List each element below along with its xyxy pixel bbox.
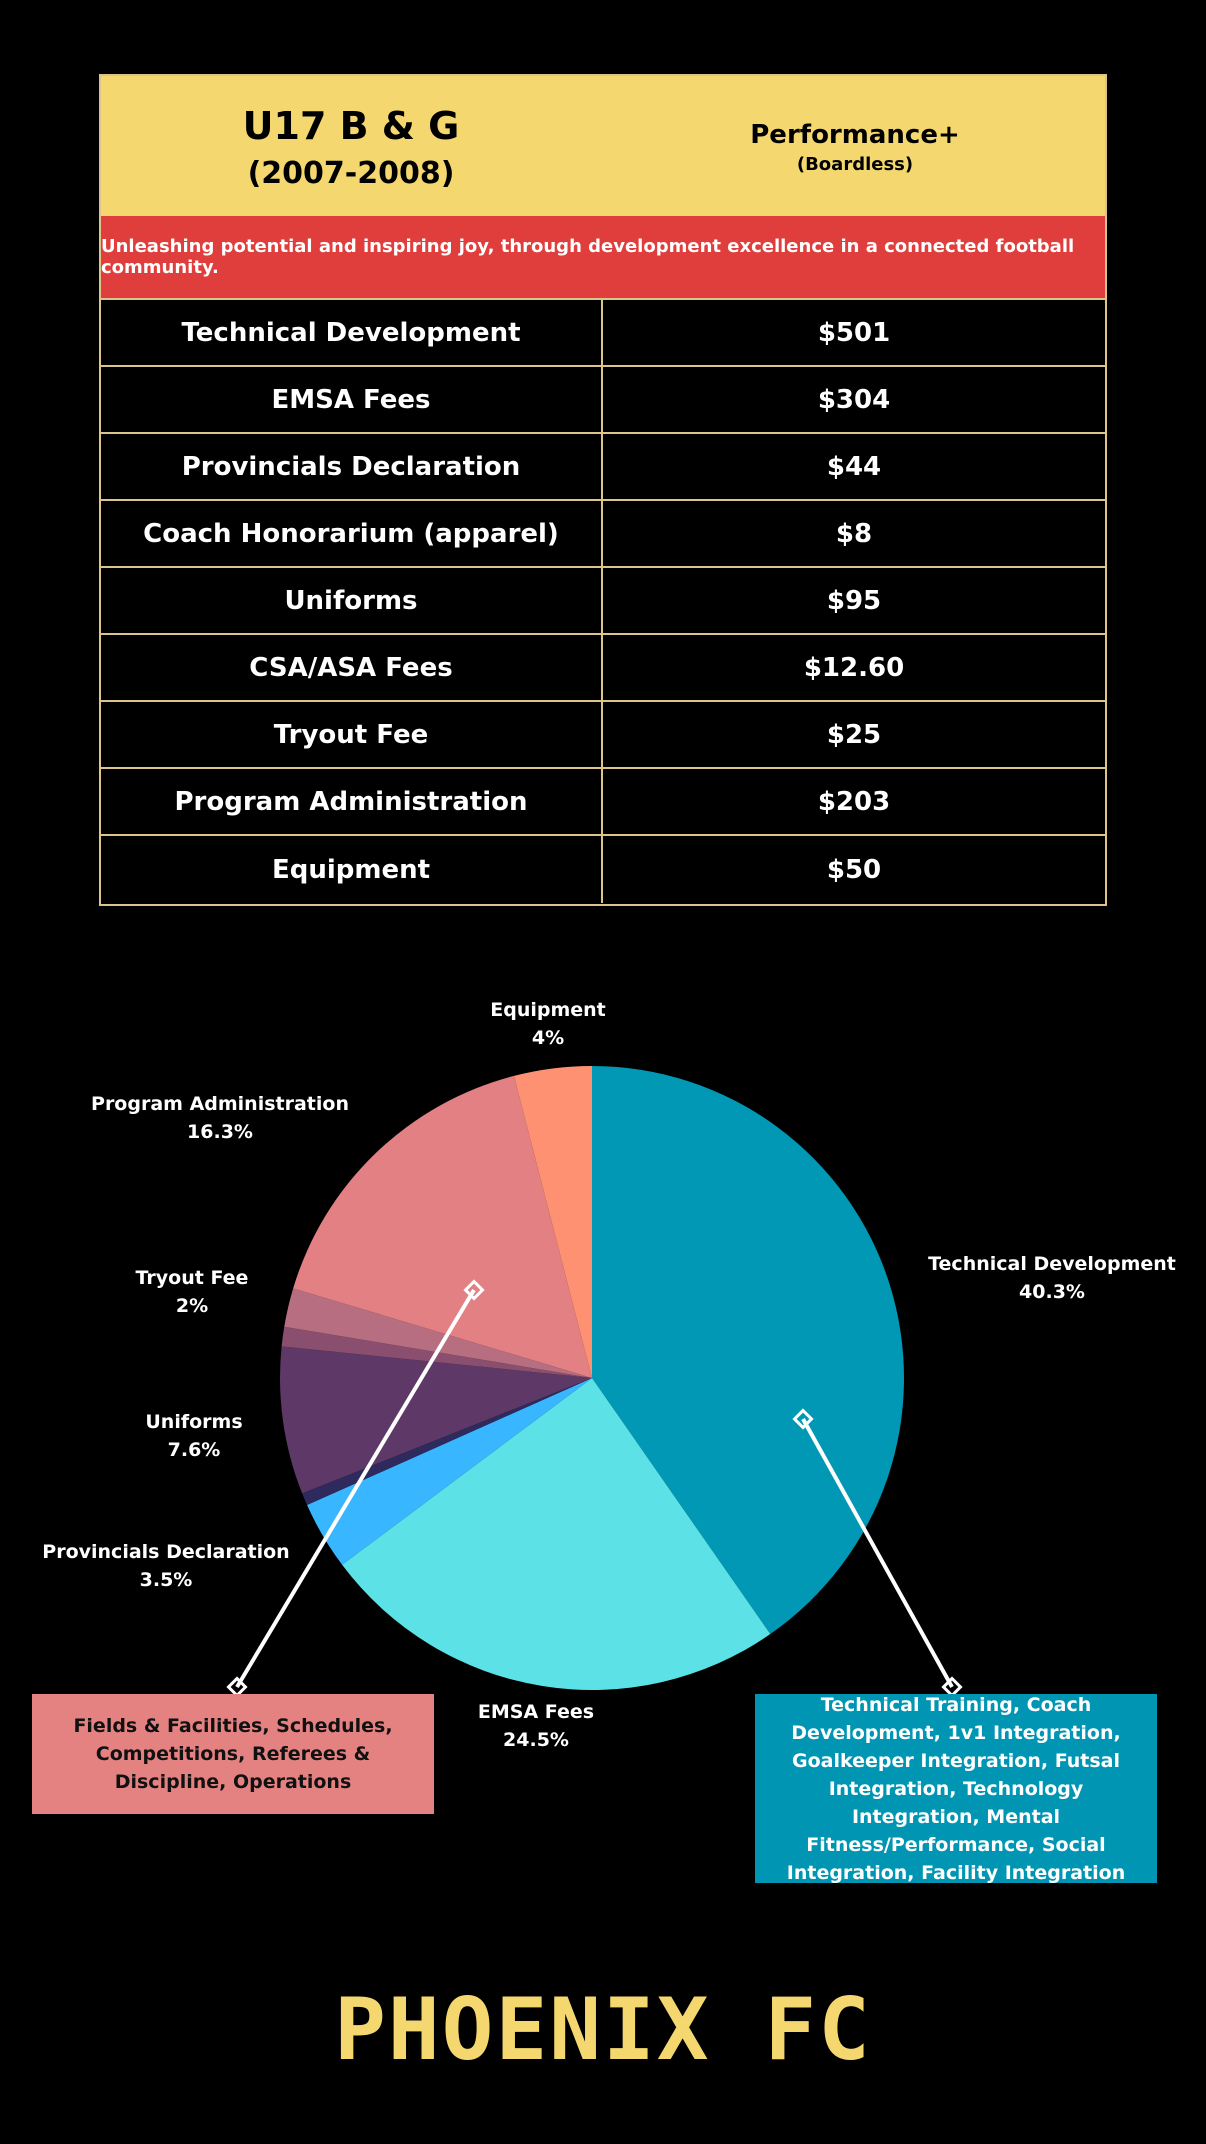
pie-slice xyxy=(307,1378,592,1565)
admin-callout: Fields & Facilities, Schedules, Competit… xyxy=(32,1694,434,1814)
callout-leader-line xyxy=(235,1288,476,1689)
leader-marker xyxy=(463,1279,485,1301)
table-row: Coach Honorarium (apparel) $8 xyxy=(101,501,1105,568)
table-row: CSA/ASA Fees $12.60 xyxy=(101,635,1105,702)
fee-label: EMSA Fees xyxy=(101,367,603,432)
callout-leader-line xyxy=(801,1418,954,1688)
fee-label: Equipment xyxy=(101,836,603,903)
pie-slice xyxy=(293,1075,592,1378)
tech-callout: Technical Training, Coach Development, 1… xyxy=(755,1694,1157,1884)
leader-marker xyxy=(941,1676,963,1698)
slice-percent: 2% xyxy=(176,1295,208,1317)
fee-amount: $95 xyxy=(826,585,882,616)
fee-label: CSA/ASA Fees xyxy=(101,635,603,700)
fee-amount: $8 xyxy=(835,518,873,549)
slice-label: Technical Development 40.3% xyxy=(928,1253,1176,1303)
fee-amount: $50 xyxy=(826,854,882,885)
slice-label: Tryout Fee 2% xyxy=(136,1267,249,1317)
table-row: Program Administration $203 xyxy=(101,769,1105,836)
pie-slice xyxy=(513,1066,592,1378)
table-row: Tryout Fee $25 xyxy=(101,702,1105,769)
brand-logo: PHOENIX FC xyxy=(334,1980,872,2080)
slice-label: Program Administration 16.3% xyxy=(91,1093,349,1143)
fee-pie-chart: Technical Development 40.3% EMSA Fees 24.5%… xyxy=(42,999,1176,1751)
slice-label: Uniforms 7.6% xyxy=(145,1411,242,1461)
pie-slice xyxy=(592,1066,904,1635)
fee-amount: $25 xyxy=(826,719,882,750)
fee-rows: Technical Development $501 EMSA Fees $30… xyxy=(101,300,1105,903)
pie-slice xyxy=(302,1378,592,1506)
leader-marker xyxy=(792,1408,814,1430)
fee-label: Technical Development xyxy=(101,300,603,365)
slice-percent: 4% xyxy=(532,1027,564,1049)
program-subtitle: (Boardless) xyxy=(796,154,914,175)
table-row: EMSA Fees $304 xyxy=(101,367,1105,434)
pie-slice xyxy=(280,1346,592,1494)
team-block: U17 B & G (2007-2008) xyxy=(101,76,601,216)
pie-slice xyxy=(342,1378,771,1690)
program-block: Performance+ (Boardless) xyxy=(601,76,1109,216)
fee-label: Tryout Fee xyxy=(101,702,603,767)
leader-marker xyxy=(226,1676,248,1698)
table-row: Equipment $50 xyxy=(101,836,1105,903)
program-title: Performance+ xyxy=(750,120,960,150)
fee-label: Provincials Declaration xyxy=(101,434,603,499)
fee-label: Program Administration xyxy=(101,769,603,834)
slice-label: Provincials Declaration 3.5% xyxy=(42,1541,289,1591)
fee-label: Uniforms xyxy=(101,568,603,633)
team-title: U17 B & G xyxy=(242,104,460,148)
fee-amount: $203 xyxy=(817,786,891,817)
team-years: (2007-2008) xyxy=(247,156,455,191)
slice-percent: 40.3% xyxy=(1019,1281,1085,1303)
slice-label: Equipment 4% xyxy=(490,999,606,1049)
slice-percent: 7.6% xyxy=(168,1439,221,1461)
mission-statement: Unleashing potential and inspiring joy, … xyxy=(101,216,1105,300)
fee-label: Coach Honorarium (apparel) xyxy=(101,501,603,566)
slice-percent: 16.3% xyxy=(187,1121,253,1143)
slice-percent: 3.5% xyxy=(140,1569,193,1591)
fee-amount: $12.60 xyxy=(803,652,905,683)
slice-label: EMSA Fees 24.5% xyxy=(478,1701,594,1751)
table-row: Uniforms $95 xyxy=(101,568,1105,635)
pie-slice xyxy=(284,1288,592,1378)
fee-amount: $304 xyxy=(817,384,891,415)
fee-amount: $44 xyxy=(826,451,882,482)
slice-percent: 24.5% xyxy=(503,1729,569,1751)
table-row: Provincials Declaration $44 xyxy=(101,434,1105,501)
fee-table: U17 B & G (2007-2008) Performance+ (Boar… xyxy=(99,74,1107,906)
fee-amount: $501 xyxy=(817,317,891,348)
table-row: Technical Development $501 xyxy=(101,300,1105,367)
table-header: U17 B & G (2007-2008) Performance+ (Boar… xyxy=(101,76,1105,216)
